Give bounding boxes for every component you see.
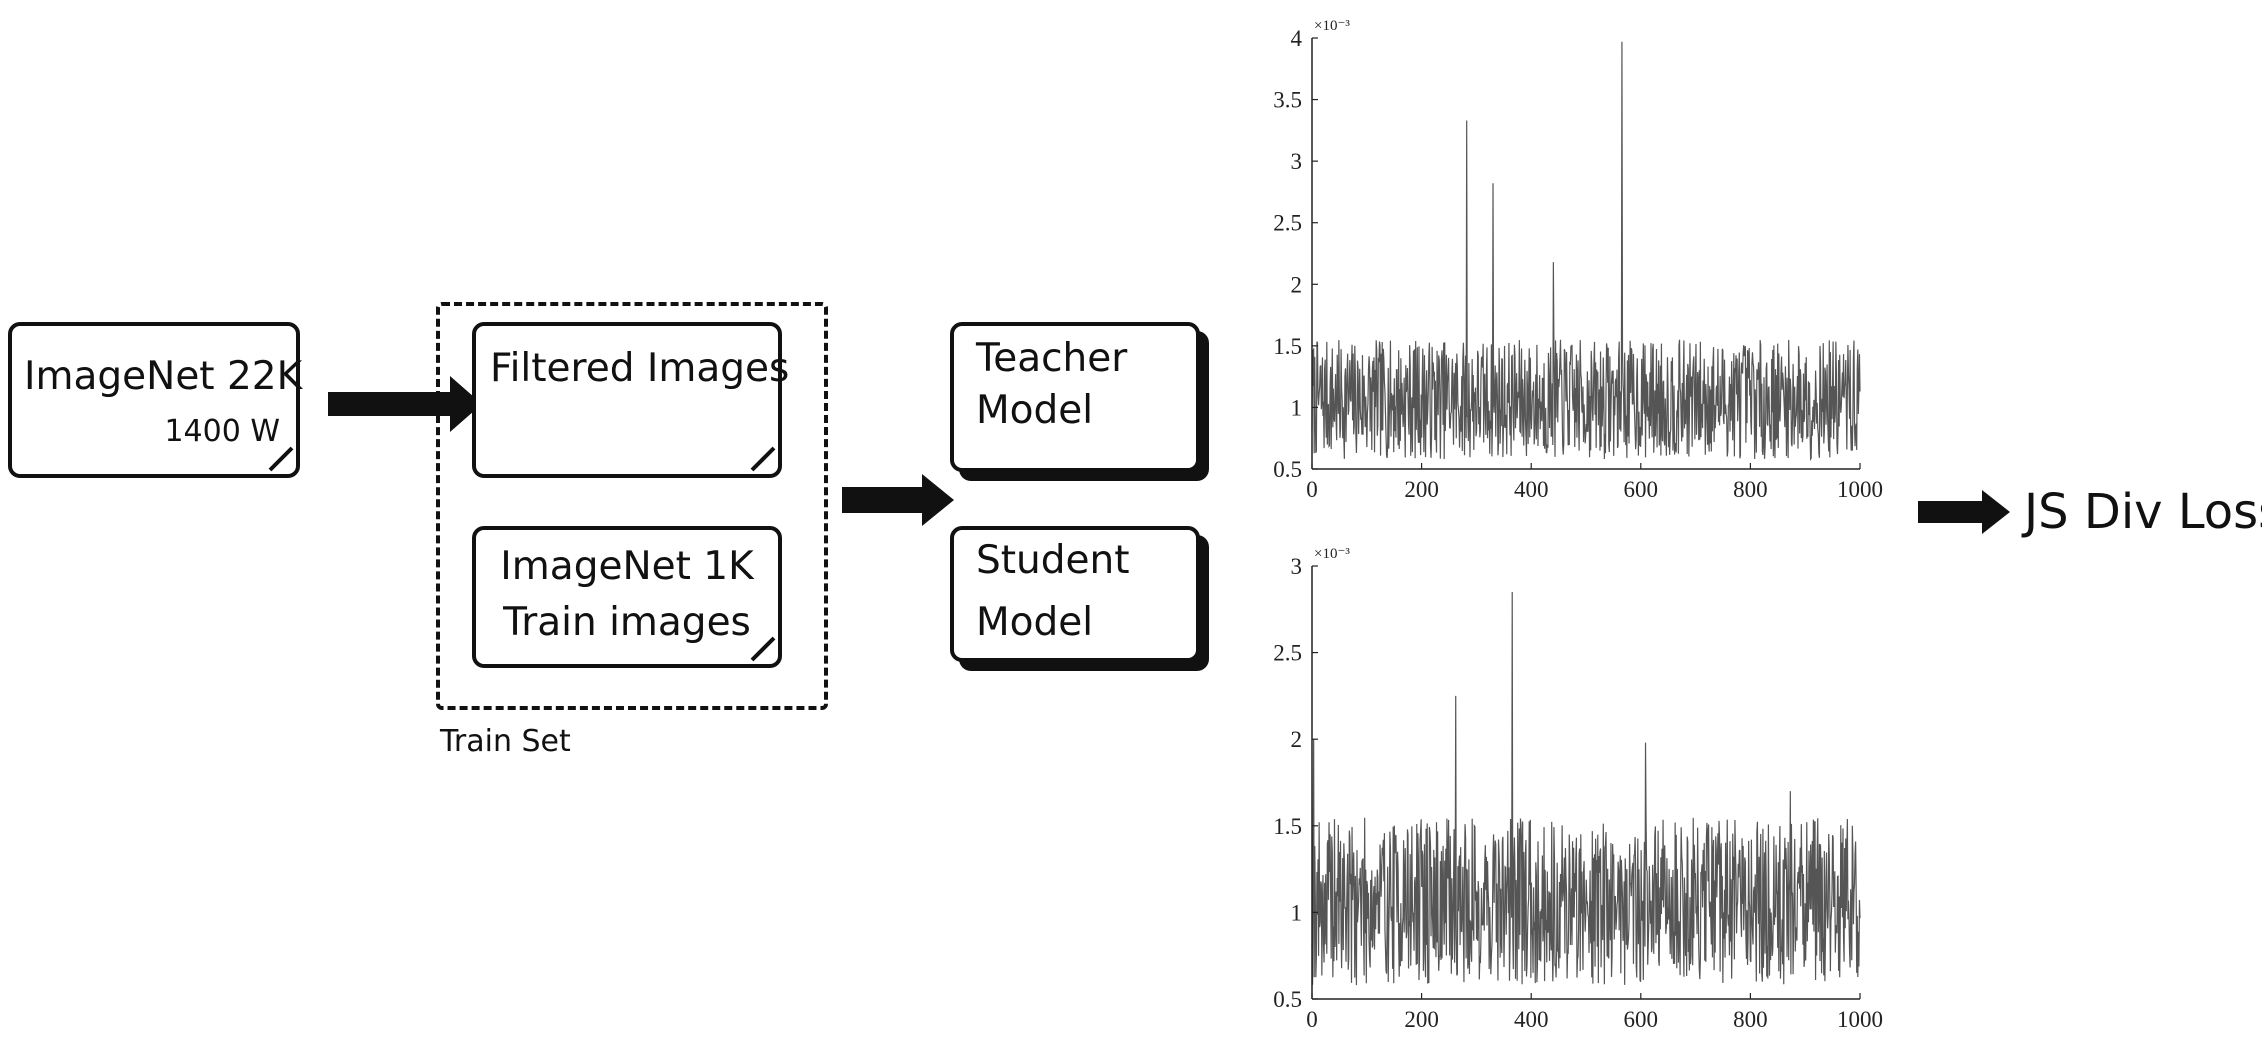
y-tick-label: 3 [1291,554,1303,579]
train-set-group [436,302,828,710]
filtered-images-title: Filtered Images [490,346,790,391]
teacher-model-box[interactable]: Teacher Model [950,322,1200,472]
imagenet-22k-title: ImageNet 22K [24,354,303,399]
imagenet-1k-box[interactable]: ImageNet 1K Train images [472,526,782,668]
axis-scale-label: ×10⁻³ [1314,546,1350,562]
x-tick-label: 200 [1404,1007,1439,1032]
y-tick-label: 3 [1291,149,1303,174]
train-set-label: Train Set [440,724,571,759]
imagenet-22k-count: 1400 W [164,414,280,449]
folded-corner-icon [750,636,776,662]
x-tick-label: 400 [1514,477,1549,502]
y-tick-label: 0.5 [1273,987,1302,1012]
x-tick-label: 600 [1624,477,1659,502]
x-tick-label: 1000 [1837,477,1883,502]
student-model-line1: Student [976,538,1130,583]
folded-corner-icon [268,446,294,472]
arrow-right-icon [842,474,954,526]
y-tick-label: 3.5 [1273,88,1302,113]
x-tick-label: 1000 [1837,1007,1883,1032]
y-tick-label: 0.5 [1273,457,1302,482]
series-line [1311,41,1861,462]
teacher-model-line2: Model [976,388,1094,433]
student-model-box[interactable]: Student Model [950,526,1200,662]
x-tick-label: 400 [1514,1007,1549,1032]
imagenet-1k-line1: ImageNet 1K [500,544,754,589]
y-tick-label: 2 [1291,272,1303,297]
y-tick-label: 2.5 [1273,211,1302,236]
x-tick-label: 0 [1306,477,1318,502]
y-tick-label: 2.5 [1273,641,1302,666]
y-tick-label: 1 [1291,900,1303,925]
filtered-images-box[interactable]: Filtered Images [472,322,789,478]
y-tick-label: 1.5 [1273,334,1302,359]
y-tick-label: 1 [1291,395,1303,420]
arrow-right-icon [1918,490,2010,534]
teacher-distribution-chart: 0 200 400 600 800 1000 0.5 1 1.5 2 2.5 3 3.5 4 ×10⁻³ [1273,18,1883,502]
x-tick-label: 0 [1306,1007,1318,1032]
y-tick-label: 1.5 [1273,814,1302,839]
y-tick-label: 4 [1291,26,1303,51]
x-tick-label: 600 [1624,1007,1659,1032]
imagenet-1k-line2: Train images [503,600,751,645]
x-tick-label: 200 [1404,477,1439,502]
folded-corner-icon [750,446,776,472]
teacher-model-line1: Teacher [976,336,1128,381]
axis-scale-label: ×10⁻³ [1314,18,1350,34]
x-tick-label: 800 [1733,1007,1768,1032]
student-model-line2: Model [976,600,1094,645]
y-tick-label: 2 [1291,727,1303,752]
student-distribution-chart: 0 200 400 600 800 1000 0.5 1 1.5 2 2.5 3 ×10⁻³ [1273,546,1883,1032]
js-div-loss-label: JS Div Loss [2024,484,2262,540]
arrow-right-icon [328,376,482,432]
x-tick-label: 800 [1733,477,1768,502]
series-line [1311,591,1861,986]
imagenet-22k-box[interactable]: ImageNet 22K 1400 W [8,322,303,478]
